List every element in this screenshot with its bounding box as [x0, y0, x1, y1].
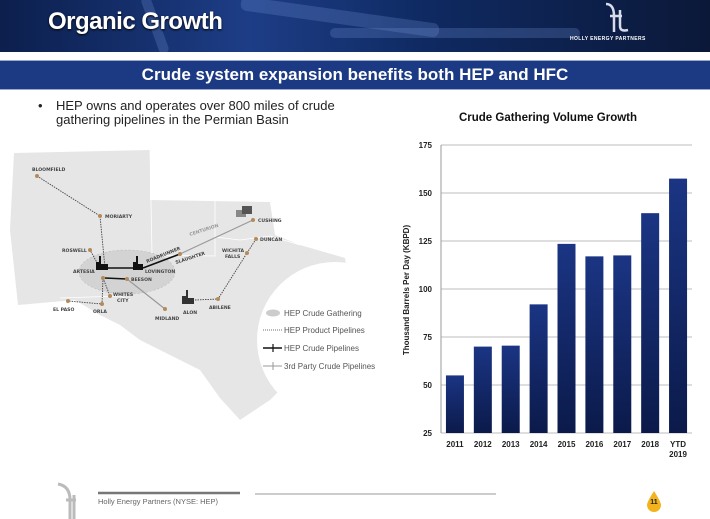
label-orla: ORLA [93, 309, 107, 315]
cushing-tanks-icon [236, 206, 252, 217]
y-tick-label: 50 [423, 381, 432, 390]
x-tick-label: 2016 [585, 440, 603, 449]
drop-icon [647, 491, 661, 512]
bar-2014 [529, 304, 548, 433]
label-falls: FALLS [225, 254, 240, 260]
subtitle-bar: Crude system expansion benefits both HEP… [0, 60, 710, 90]
bar-ytd-2019 [669, 178, 688, 433]
bar-2013 [501, 345, 520, 433]
label-el-paso: EL PASO [53, 307, 74, 313]
bar-2018 [641, 213, 660, 433]
label-bloomfield: BLOOMFIELD [32, 167, 66, 173]
page-number: 11 [650, 499, 658, 506]
header-banner: Organic Growth HOLLY ENERGY PARTNERS [0, 0, 710, 52]
label-roswell: ROSWELL [62, 248, 87, 254]
footer-text: Holly Energy Partners (NYSE: HEP) [98, 497, 219, 506]
hep-logo-icon [605, 2, 629, 32]
bar-2016 [585, 256, 604, 433]
y-tick-label: 100 [419, 285, 433, 294]
legend-third-party: 3rd Party Crude Pipelines [284, 362, 375, 371]
page-number-badge: 11 [645, 490, 663, 512]
bar-2011 [445, 375, 464, 433]
label-alon: ALON [183, 310, 197, 316]
map-legend: HEP Crude Gathering HEP Product Pipeline… [257, 262, 413, 418]
x-tick-label: 2018 [641, 440, 659, 449]
x-tick-label: 2014 [530, 440, 548, 449]
x-tick-label: 2013 [502, 440, 520, 449]
label-cushing: CUSHING [258, 218, 282, 224]
gathering-legend-icon [266, 309, 280, 317]
bar-2012 [473, 346, 492, 433]
legend-crude: HEP Crude Pipelines [284, 344, 359, 353]
crude-pipelines [104, 253, 181, 280]
crude-legend-icon [263, 344, 282, 352]
y-tick-label: 25 [423, 429, 432, 438]
legend-gathering: HEP Crude Gathering [284, 309, 362, 318]
y-tick-label: 125 [419, 237, 433, 246]
slide-subtitle: Crude system expansion benefits both HEP… [141, 65, 569, 84]
y-tick-label: 175 [419, 141, 433, 150]
x-tick-label: 2017 [613, 440, 631, 449]
bullet-text: HEP owns and operates over 800 miles of … [56, 98, 335, 127]
bar-2017 [613, 255, 632, 433]
label-wichita: WICHITA [222, 248, 244, 254]
third-party-legend-icon [263, 362, 282, 370]
chart-title: Crude Gathering Volume Growth [459, 112, 637, 124]
label-duncan: DUNCAN [260, 237, 282, 243]
label-lovington: LOVINGTON [145, 269, 175, 275]
label-whites: WHITES [113, 292, 133, 298]
legend-product: HEP Product Pipelines [284, 326, 365, 335]
label-artesia: ARTESIA [73, 269, 95, 275]
footer-logo-icon [57, 482, 76, 519]
bar-2015 [557, 243, 576, 433]
y-tick-label: 150 [419, 189, 433, 198]
x-tick-label: 2012 [474, 440, 492, 449]
y-tick-label: 75 [423, 333, 432, 342]
x-tick-label: 2011 [446, 440, 464, 449]
label-city: CITY [117, 298, 129, 304]
x-tick-label: YTD [670, 440, 686, 449]
label-abilene: ABILENE [209, 305, 231, 311]
location-markers [35, 174, 258, 311]
label-beeson: BEESON [131, 277, 152, 283]
x-tick-label: 2015 [558, 440, 576, 449]
bullet-marker: • [38, 98, 43, 113]
y-axis-label: Thousand Barrels Per Day (KBPD) [402, 225, 411, 356]
label-moriarty: MORIARTY [105, 214, 133, 220]
logo-text: HOLLY ENERGY PARTNERS [570, 36, 646, 42]
third-party-pipelines [126, 219, 254, 310]
crude-gathering-area [79, 250, 175, 294]
page-title: Organic Growth [48, 8, 223, 35]
refinery-icons [96, 256, 194, 304]
x-tick-label: 2019 [669, 450, 687, 459]
label-midland: MIDLAND [155, 316, 179, 322]
